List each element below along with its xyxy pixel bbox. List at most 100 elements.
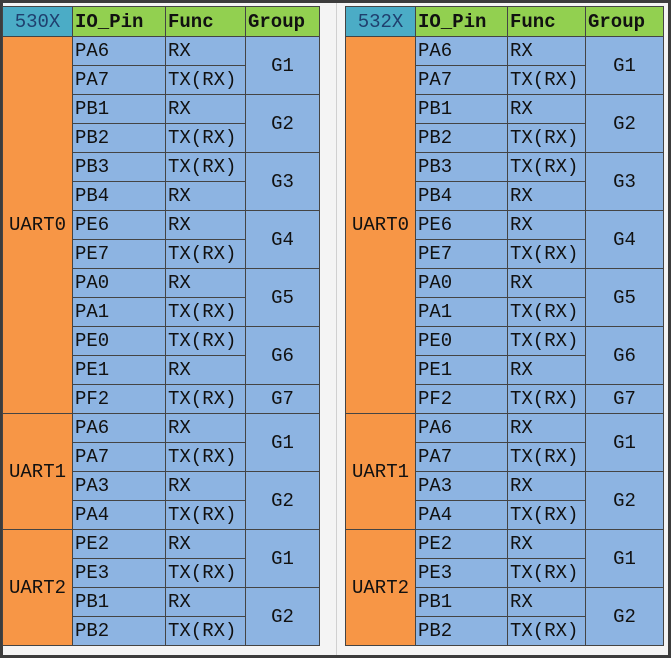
- row: PE1 RX: [346, 355, 664, 385]
- func-cell: TX(RX): [165, 326, 246, 356]
- row: PE7 TX(RX): [346, 239, 664, 269]
- row: PA7 TX(RX): [3, 65, 320, 95]
- pin-cell: PA1: [72, 297, 166, 327]
- func-cell: RX: [507, 268, 586, 298]
- row: UART0 PA6 RX G1: [2, 36, 320, 414]
- func-cell: RX: [165, 36, 246, 66]
- header-cell: IO_Pin: [72, 6, 166, 37]
- pin-cell: PB1: [415, 587, 508, 617]
- group-cell: G6: [585, 326, 664, 385]
- func-cell: TX(RX): [165, 65, 246, 95]
- group-cell: G1: [585, 413, 664, 472]
- func-cell: TX(RX): [165, 152, 246, 182]
- pin-cell: PA6: [415, 36, 508, 66]
- func-cell: RX: [165, 529, 246, 559]
- header-cell: 532X: [345, 6, 416, 37]
- row: PB3 TX(RX) G3: [3, 152, 320, 211]
- func-cell: TX(RX): [507, 239, 586, 269]
- func-cell: RX: [165, 210, 246, 240]
- uart-cell: UART1: [345, 413, 416, 530]
- row: PB2 TX(RX): [346, 123, 664, 153]
- pin-cell: PE6: [72, 210, 166, 240]
- pin-cell: PE7: [415, 239, 508, 269]
- func-cell: TX(RX): [507, 616, 586, 646]
- pin-cell: PE1: [72, 355, 166, 385]
- pin-cell: PB2: [415, 616, 508, 646]
- row: PB1 RX G2: [346, 94, 664, 153]
- pin-cell: PB1: [415, 94, 508, 124]
- pin-cell: PB2: [415, 123, 508, 153]
- func-cell: RX: [165, 413, 246, 443]
- pin-cell: PB1: [72, 94, 166, 124]
- row: PB2 TX(RX): [3, 123, 320, 153]
- row: PF2 TX(RX) G7: [346, 384, 664, 414]
- group-cell: G2: [585, 587, 664, 646]
- group-cell: G2: [245, 94, 320, 153]
- uart-table: 530X IO_Pin Func Group UART0 PA6 RX G1 PA7 TX(RX)…: [2, 6, 320, 646]
- row: PB1 RX G2: [346, 587, 664, 646]
- pin-cell: PA4: [415, 500, 508, 530]
- group-cell: G7: [245, 384, 320, 414]
- func-cell: TX(RX): [165, 297, 246, 327]
- func-cell: TX(RX): [165, 442, 246, 472]
- group-cell: G3: [245, 152, 320, 211]
- divider: [336, 3, 337, 655]
- func-cell: RX: [507, 94, 586, 124]
- func-cell: TX(RX): [507, 152, 586, 182]
- func-cell: TX(RX): [507, 500, 586, 530]
- group-cell: G1: [245, 413, 320, 472]
- row: PB2 TX(RX): [346, 616, 664, 646]
- group-cell: G5: [245, 268, 320, 327]
- pin-cell: PA0: [415, 268, 508, 298]
- func-cell: RX: [165, 181, 246, 211]
- group-cell: G1: [245, 529, 320, 588]
- header-cell: Group: [245, 6, 320, 37]
- pin-cell: PA6: [72, 413, 166, 443]
- header-cell: Func: [507, 6, 586, 37]
- uart-cell: UART0: [345, 36, 416, 414]
- row: PB1 RX G2: [3, 94, 320, 153]
- uart-cell: UART2: [2, 529, 73, 646]
- row: PF2 TX(RX) G7: [3, 384, 320, 414]
- func-cell: TX(RX): [507, 65, 586, 95]
- pin-cell: PA1: [415, 297, 508, 327]
- func-cell: RX: [165, 355, 246, 385]
- pin-cell: PA4: [72, 500, 166, 530]
- group-cell: G1: [585, 36, 664, 95]
- row: PA4 TX(RX): [346, 500, 664, 530]
- header-row: 532X IO_Pin Func Group: [345, 6, 664, 37]
- func-cell: TX(RX): [165, 500, 246, 530]
- func-cell: RX: [507, 529, 586, 559]
- row: PB3 TX(RX) G3: [346, 152, 664, 211]
- func-cell: TX(RX): [165, 123, 246, 153]
- group-cell: G2: [245, 587, 320, 646]
- uart-cell: UART0: [2, 36, 73, 414]
- row: PE6 RX G4: [3, 210, 320, 269]
- pin-cell: PE2: [72, 529, 166, 559]
- func-cell: RX: [507, 471, 586, 501]
- pin-cell: PE6: [415, 210, 508, 240]
- row: PE3 TX(RX): [346, 558, 664, 588]
- row: PA3 RX G2: [346, 471, 664, 530]
- group-cell: G4: [245, 210, 320, 269]
- uart-table: 532X IO_Pin Func Group UART0 PA6 RX G1 PA7 TX(RX)…: [345, 6, 664, 646]
- header-cell: Func: [165, 6, 246, 37]
- row: PB1 RX G2: [3, 587, 320, 646]
- row: UART1 PA6 RX G1: [345, 413, 664, 530]
- func-cell: TX(RX): [165, 384, 246, 414]
- pin-cell: PB4: [72, 181, 166, 211]
- pin-cell: PA7: [415, 65, 508, 95]
- pin-cell: PA7: [415, 442, 508, 472]
- pin-cell: PB2: [72, 616, 166, 646]
- pin-cell: PB3: [72, 152, 166, 182]
- row: UART1 PA6 RX G1: [2, 413, 320, 530]
- group-cell: G3: [585, 152, 664, 211]
- group-cell: G6: [245, 326, 320, 385]
- row: PA7 TX(RX): [346, 442, 664, 472]
- func-cell: RX: [507, 587, 586, 617]
- group-cell: G2: [585, 471, 664, 530]
- pin-cell: PF2: [415, 384, 508, 414]
- func-cell: TX(RX): [165, 558, 246, 588]
- func-cell: TX(RX): [165, 616, 246, 646]
- header-row: 530X IO_Pin Func Group: [2, 6, 320, 37]
